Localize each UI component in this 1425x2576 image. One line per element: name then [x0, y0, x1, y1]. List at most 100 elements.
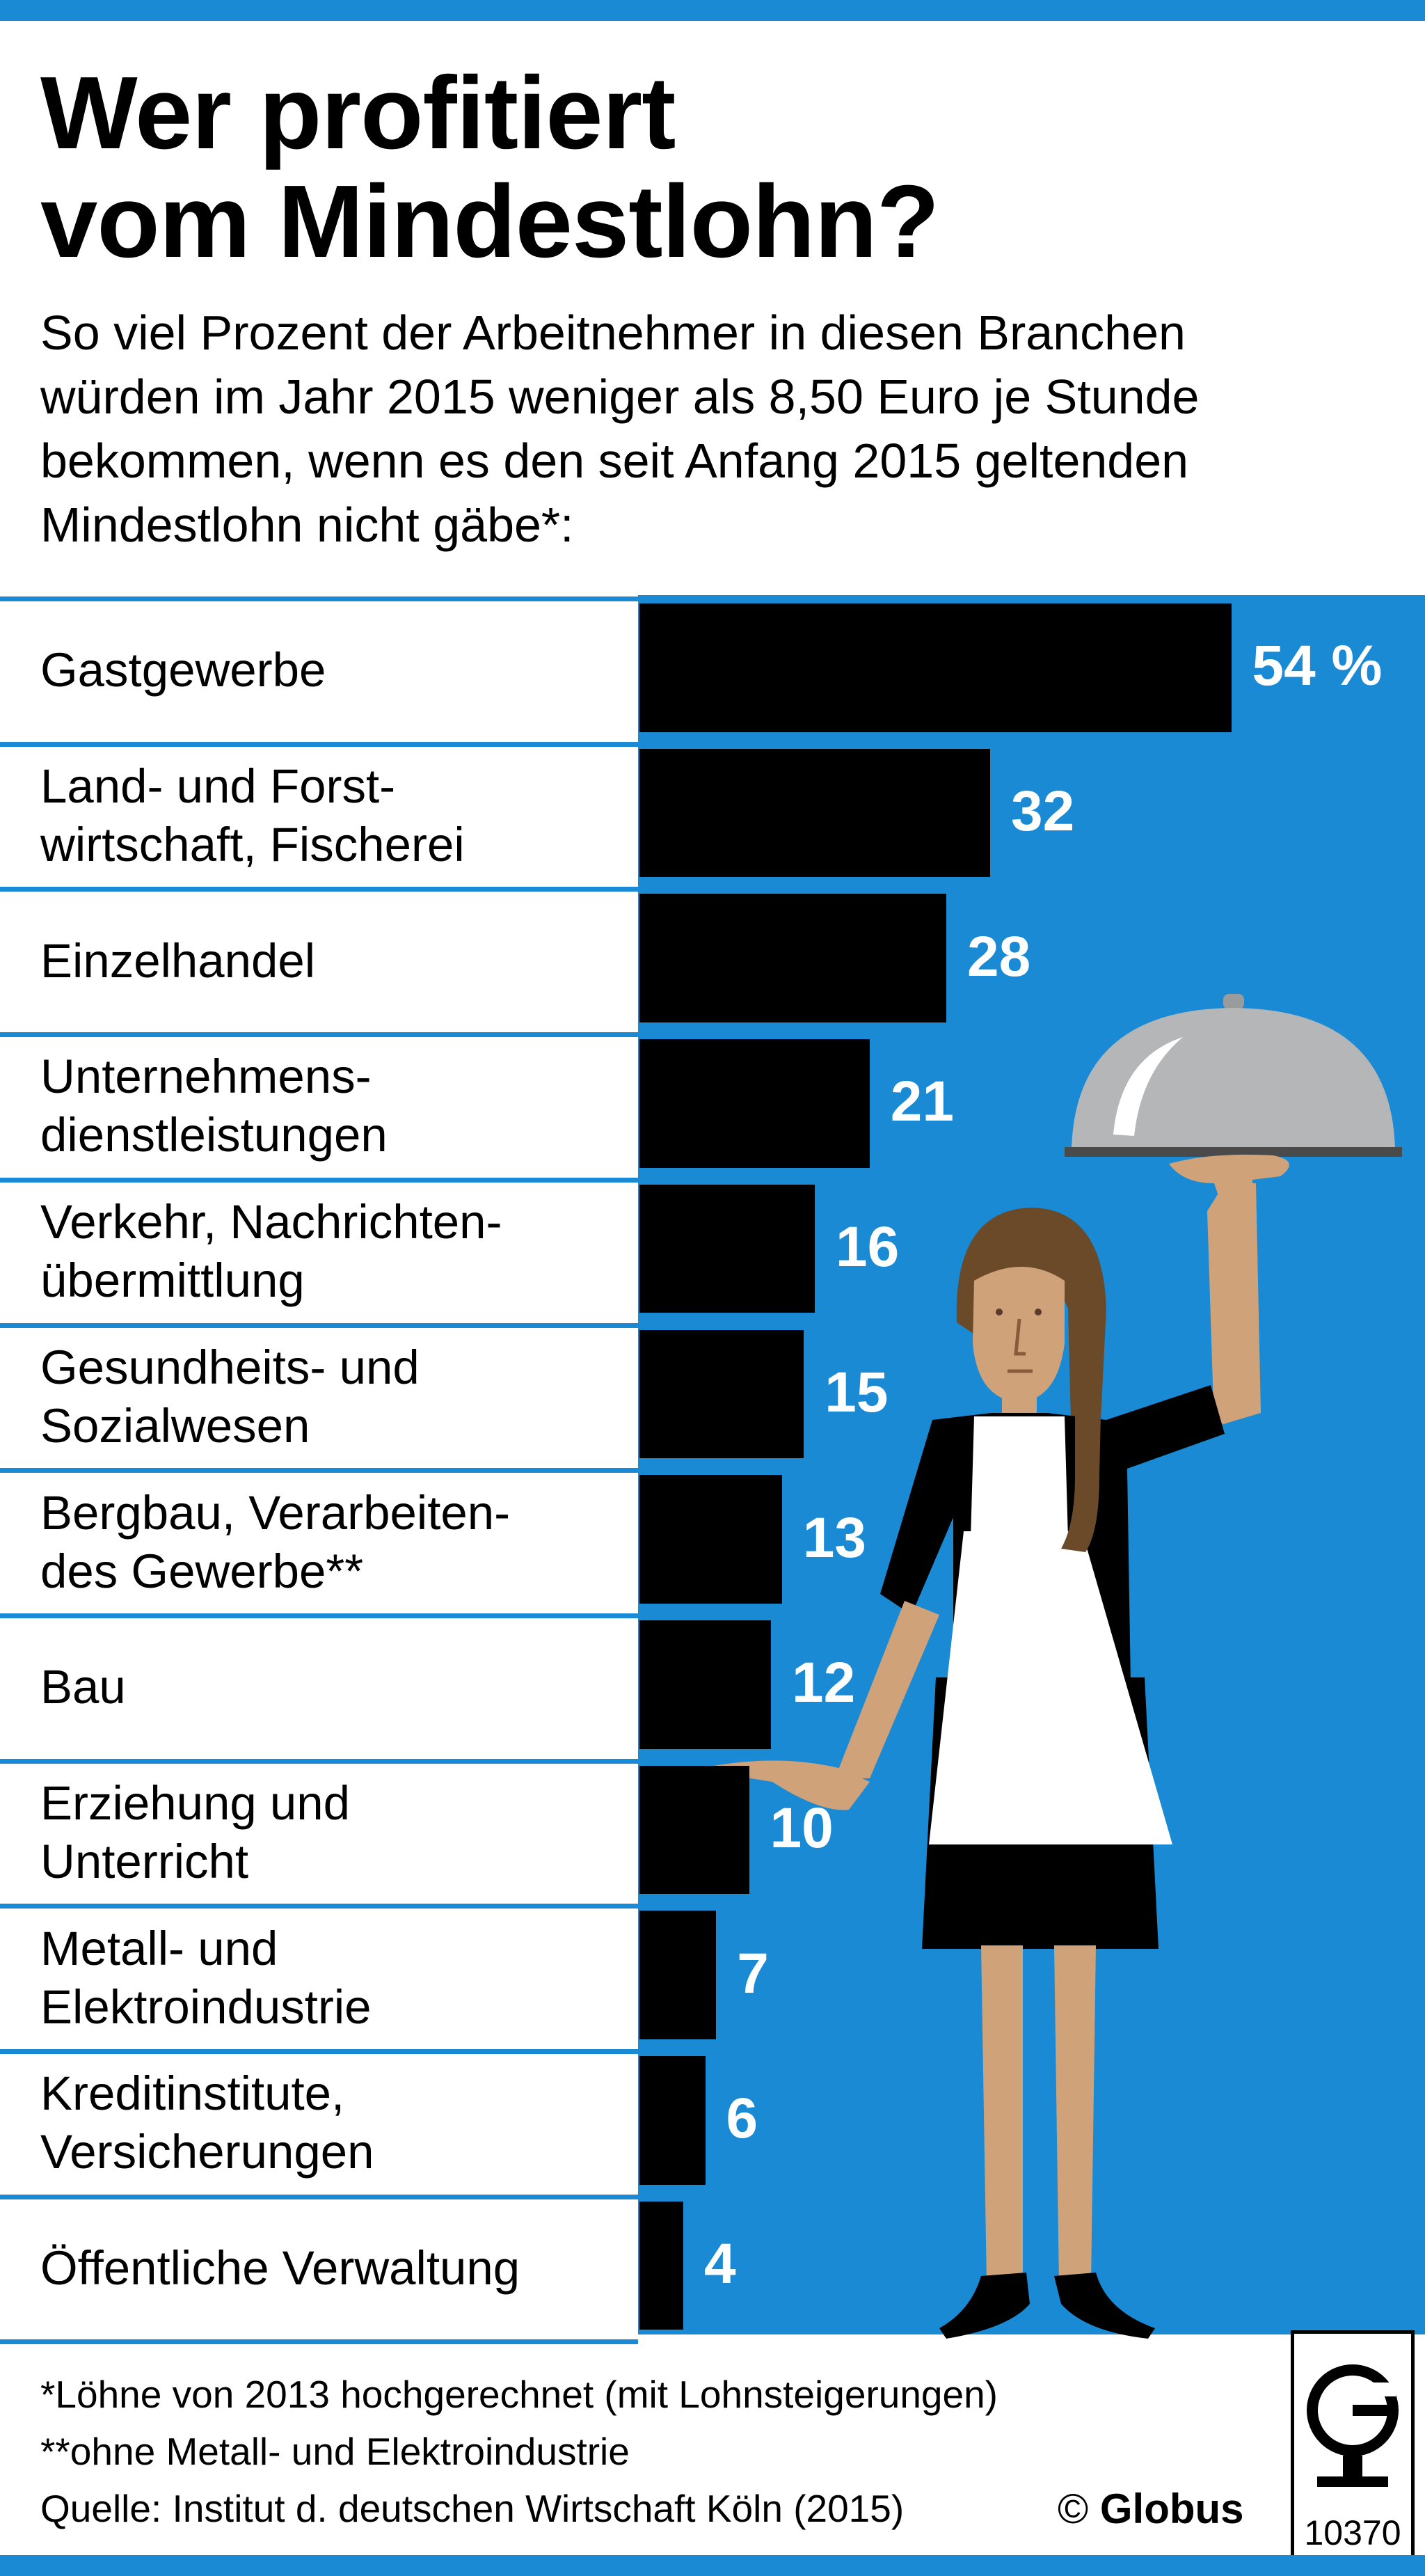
row-separator [0, 1613, 638, 1618]
subtitle-line: bekommen, wenn es den seit Anfang 2015 g… [40, 434, 1189, 488]
title-line: Wer profitiert [40, 56, 676, 171]
chart-title: Wer profitiert vom Mindestlohn? [40, 59, 939, 276]
bottom-accent-bar [0, 2555, 1425, 2576]
bar [639, 1911, 717, 2039]
subtitle-line: So viel Prozent der Arbeitnehmer in dies… [40, 306, 1186, 360]
bar-value-label: 12 [792, 1651, 856, 1715]
category-label-line: Erziehung und [40, 1776, 350, 1830]
bar [639, 1475, 782, 1604]
category-label-line: Verkehr, Nachrichten- [40, 1195, 502, 1249]
bar [639, 1039, 870, 1168]
right-leg [1054, 1945, 1096, 2297]
left-shoe [939, 2273, 1030, 2339]
bar-value-label: 21 [890, 1070, 954, 1134]
category-label: Land- und Forst-wirtschaft, Fischerei [40, 757, 465, 874]
lowered-hand [710, 1760, 870, 1810]
category-label-line: übermittlung [40, 1254, 305, 1308]
row-separator [0, 1758, 638, 1764]
braid [1061, 1322, 1103, 1552]
bar [639, 2201, 683, 2330]
category-label: Metall- und Elektroindustrie [40, 1920, 372, 2037]
copyright-symbol: © [1058, 2486, 1089, 2532]
left-leg [981, 1945, 1023, 2297]
raised-arm [1207, 1183, 1261, 1427]
bar-value-label: 4 [704, 2232, 736, 2296]
bar [639, 1329, 804, 1459]
top-accent-bar [0, 0, 1425, 21]
category-label: Verkehr, Nachrichten-übermittlung [40, 1193, 502, 1310]
category-label-line: Gastgewerbe [40, 643, 326, 697]
bar-value-label: 15 [825, 1360, 889, 1424]
bar [639, 748, 990, 878]
row-separator [0, 887, 638, 892]
footnote-extrapolation: *Löhne von 2013 hochgerechnet (mit Lohns… [40, 2373, 998, 2416]
category-label-line: Öffentliche Verwaltung [40, 2241, 520, 2296]
category-label: Einzelhandel [40, 932, 315, 990]
category-label: Gastgewerbe [40, 641, 326, 700]
category-label-line: Bergbau, Verarbeiten- [40, 1485, 511, 1540]
category-label: Bergbau, Verarbeiten-des Gewerbe** [40, 1484, 510, 1601]
category-label: Unternehmens-dienstleistungen [40, 1048, 388, 1164]
globus-logo-box: 10370 [1291, 2330, 1415, 2560]
category-label-line: Gesundheits- und [40, 1340, 420, 1394]
cloche-dome [1072, 1008, 1395, 1150]
apron-bib [971, 1416, 1068, 1538]
category-label-line: Versicherungen [40, 2125, 374, 2179]
category-label-line: wirtschaft, Fischerei [40, 818, 465, 872]
row-separator [0, 741, 638, 747]
bar [639, 603, 1232, 732]
row-separator [0, 1468, 638, 1473]
nose [1014, 1318, 1026, 1356]
row-separator [0, 2049, 638, 2054]
bar [639, 1620, 771, 1749]
category-label-line: Unternehmens- [40, 1050, 372, 1104]
category-label-line: des Gewerbe** [40, 1544, 364, 1598]
bar-value-label: 54 % [1252, 634, 1383, 698]
copyright-brand: Globus [1099, 2486, 1244, 2532]
cloche-highlight [1113, 1037, 1183, 1136]
category-label-line: Einzelhandel [40, 933, 316, 988]
apron-skirt [929, 1531, 1172, 1844]
category-label-line: Unterricht [40, 1834, 249, 1888]
bar [639, 1184, 815, 1313]
category-label-line: Sozialwesen [40, 1398, 310, 1453]
category-label: Kreditinstitute, Versicherungen [40, 2064, 374, 2181]
hair [956, 1208, 1106, 1559]
category-label-line: Bau [40, 1660, 126, 1714]
subtitle-line: Mindestlohn nicht gäbe*: [40, 498, 574, 552]
graphic-number: 10370 [1304, 2513, 1401, 2552]
category-label-line: Elektroindustrie [40, 1980, 372, 2034]
row-separator [0, 2339, 638, 2345]
row-separator [0, 1322, 638, 1328]
category-label: Öffentliche Verwaltung [40, 2239, 520, 2298]
globus-logo-icon [1307, 2364, 1399, 2487]
source-note: Quelle: Institut d. deutschen Wirtschaft… [40, 2487, 905, 2530]
bar [639, 2056, 706, 2185]
category-label-line: Metall- und [40, 1921, 278, 1975]
bar-value-label: 6 [726, 2087, 758, 2151]
cloche-tray [1065, 1147, 1402, 1157]
row-separator [0, 1032, 638, 1038]
category-label-line: Kreditinstitute, [40, 2067, 345, 2121]
row-separator [0, 1904, 638, 1909]
bar [639, 894, 946, 1023]
bar-value-label: 16 [836, 1215, 900, 1279]
lowered-arm [835, 1601, 939, 1778]
bar-value-label: 10 [770, 1796, 834, 1860]
bar-value-label: 28 [967, 924, 1031, 988]
category-label-line: dienstleistungen [40, 1108, 388, 1162]
waitress-figure [710, 994, 1402, 2339]
bar-value-label: 32 [1011, 780, 1075, 844]
footnote-exclusion: **ohne Metall- und Elektroindustrie [40, 2430, 630, 2473]
category-label: Bau [40, 1658, 126, 1716]
category-label: Gesundheits- und Sozialwesen [40, 1338, 420, 1455]
bar-value-label: 13 [802, 1506, 866, 1570]
copyright-notice: © Globus [1058, 2485, 1244, 2534]
subtitle-line: würden im Jahr 2015 weniger als 8,50 Eur… [40, 370, 1200, 424]
bar-value-label: 7 [737, 1941, 769, 2005]
chart-subtitle: So viel Prozent der Arbeitnehmer in dies… [40, 301, 1404, 557]
row-separator [0, 1177, 638, 1183]
right-eye [1035, 1309, 1042, 1315]
category-label: Erziehung und Unterricht [40, 1774, 350, 1891]
